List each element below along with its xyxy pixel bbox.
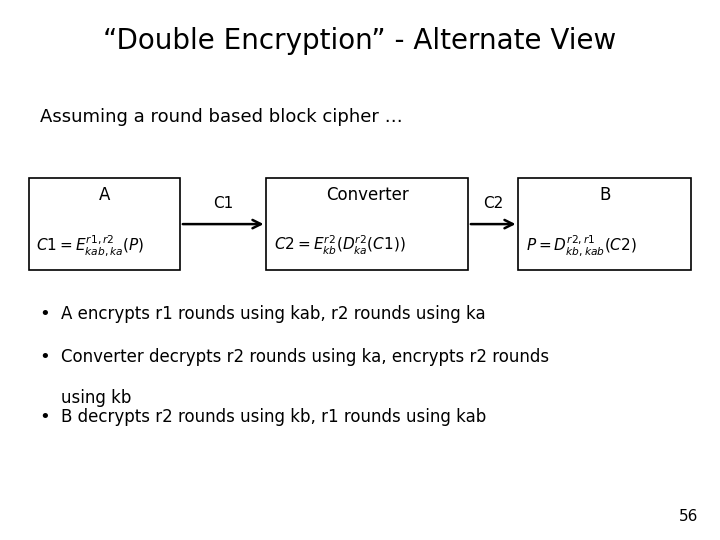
Text: •: • (40, 348, 50, 366)
Text: Converter decrypts r2 rounds using ka, encrypts r2 rounds: Converter decrypts r2 rounds using ka, e… (61, 348, 549, 366)
Bar (266, 178, 468, 270)
Text: using kb: using kb (61, 389, 132, 407)
Text: A encrypts r1 rounds using kab, r2 rounds using ka: A encrypts r1 rounds using kab, r2 round… (61, 305, 486, 323)
Bar (29, 178, 180, 270)
Text: C1: C1 (213, 195, 233, 211)
Text: Converter: Converter (326, 186, 408, 204)
Text: •: • (40, 408, 50, 426)
Bar (518, 178, 691, 270)
Text: B: B (599, 186, 611, 204)
Text: A: A (99, 186, 110, 204)
Text: $C1 = E_{kab,ka}^{r1,r2}(P)$: $C1 = E_{kab,ka}^{r1,r2}(P)$ (36, 233, 145, 258)
Text: $P = D_{kb,kab}^{r2,r1}(C2)$: $P = D_{kb,kab}^{r2,r1}(C2)$ (526, 233, 636, 258)
Text: $C2 = E_{kb}^{r2}(D_{ka}^{r2}(C1))$: $C2 = E_{kb}^{r2}(D_{ka}^{r2}(C1))$ (274, 234, 405, 257)
Text: B decrypts r2 rounds using kb, r1 rounds using kab: B decrypts r2 rounds using kb, r1 rounds… (61, 408, 487, 426)
Text: “Double Encryption” - Alternate View: “Double Encryption” - Alternate View (104, 27, 616, 55)
Text: 56: 56 (679, 509, 698, 524)
Text: Assuming a round based block cipher …: Assuming a round based block cipher … (40, 108, 402, 126)
Text: C2: C2 (483, 195, 503, 211)
Text: •: • (40, 305, 50, 323)
